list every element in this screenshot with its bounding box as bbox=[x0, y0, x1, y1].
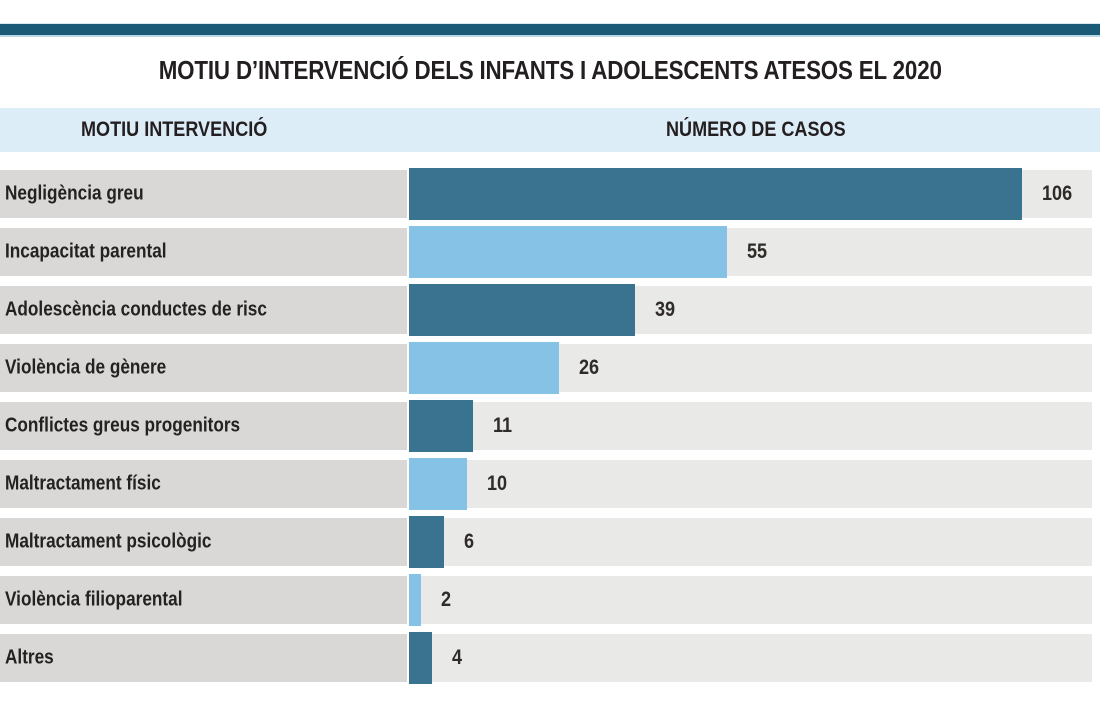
bar-track: 55 bbox=[409, 226, 1092, 278]
value-label: 55 bbox=[747, 240, 768, 263]
category-label: Incapacitat parental bbox=[5, 240, 167, 263]
table-row: Maltractament físic 10 bbox=[0, 458, 1100, 510]
category-label: Negligència greu bbox=[5, 182, 144, 205]
top-divider-rule bbox=[0, 23, 1100, 37]
value-label: 2 bbox=[441, 588, 452, 611]
table-row: Violència filioparental 2 bbox=[0, 574, 1100, 626]
value-label: 11 bbox=[493, 414, 513, 437]
value-label: 10 bbox=[487, 472, 508, 495]
category-label: Violència filioparental bbox=[5, 588, 183, 611]
table-row: Violència de gènere 26 bbox=[0, 342, 1100, 394]
category-label-cell: Violència filioparental bbox=[0, 576, 407, 624]
value-label: 26 bbox=[579, 356, 600, 379]
bar bbox=[409, 632, 432, 684]
bar bbox=[409, 226, 727, 278]
value-label: 6 bbox=[464, 530, 475, 553]
bar bbox=[409, 168, 1022, 220]
column-header-casos: NÚMERO DE CASOS bbox=[666, 118, 846, 141]
table-row: Altres 4 bbox=[0, 632, 1100, 684]
category-label-cell: Maltractament psicològic bbox=[0, 518, 407, 566]
column-header-motiu: MOTIU INTERVENCIÓ bbox=[81, 118, 268, 141]
category-label: Maltractament psicològic bbox=[5, 530, 212, 553]
table-row: Maltractament psicològic 6 bbox=[0, 516, 1100, 568]
page-title-text: MOTIU D’INTERVENCIÓ DELS INFANTS I ADOLE… bbox=[158, 55, 942, 85]
bar-track: 11 bbox=[409, 400, 1092, 452]
bar bbox=[409, 400, 473, 452]
page-title: MOTIU D’INTERVENCIÓ DELS INFANTS I ADOLE… bbox=[0, 48, 1100, 92]
category-label-cell: Negligència greu bbox=[0, 170, 407, 218]
bar bbox=[409, 342, 559, 394]
category-label-cell: Maltractament físic bbox=[0, 460, 407, 508]
table-row: Conflictes greus progenitors 11 bbox=[0, 400, 1100, 452]
bar bbox=[409, 284, 635, 336]
category-label-cell: Conflictes greus progenitors bbox=[0, 402, 407, 450]
bar bbox=[409, 574, 421, 626]
bar-track: 26 bbox=[409, 342, 1092, 394]
category-label-cell: Violència de gènere bbox=[0, 344, 407, 392]
bar-track: 10 bbox=[409, 458, 1092, 510]
category-label: Maltractament físic bbox=[5, 472, 161, 495]
bar bbox=[409, 458, 467, 510]
table-row: Adolescència conductes de risc 39 bbox=[0, 284, 1100, 336]
bar-track: 6 bbox=[409, 516, 1092, 568]
category-label: Adolescència conductes de risc bbox=[5, 298, 267, 321]
category-label-cell: Adolescència conductes de risc bbox=[0, 286, 407, 334]
bar bbox=[409, 516, 444, 568]
category-label: Conflictes greus progenitors bbox=[5, 414, 241, 437]
category-label-cell: Incapacitat parental bbox=[0, 228, 407, 276]
category-label: Altres bbox=[5, 646, 54, 669]
bar-chart: Negligència greu 106 Incapacitat parenta… bbox=[0, 168, 1100, 692]
bar-track: 106 bbox=[409, 168, 1092, 220]
value-label: 39 bbox=[655, 298, 676, 321]
category-label-cell: Altres bbox=[0, 634, 407, 682]
bar-track: 2 bbox=[409, 574, 1092, 626]
table-row: Incapacitat parental 55 bbox=[0, 226, 1100, 278]
table-header-band: MOTIU INTERVENCIÓ NÚMERO DE CASOS bbox=[0, 108, 1100, 152]
bar-track: 39 bbox=[409, 284, 1092, 336]
value-label: 106 bbox=[1042, 182, 1073, 205]
table-row: Negligència greu 106 bbox=[0, 168, 1100, 220]
bar-track: 4 bbox=[409, 632, 1092, 684]
value-label: 4 bbox=[452, 646, 463, 669]
category-label: Violència de gènere bbox=[5, 356, 167, 379]
